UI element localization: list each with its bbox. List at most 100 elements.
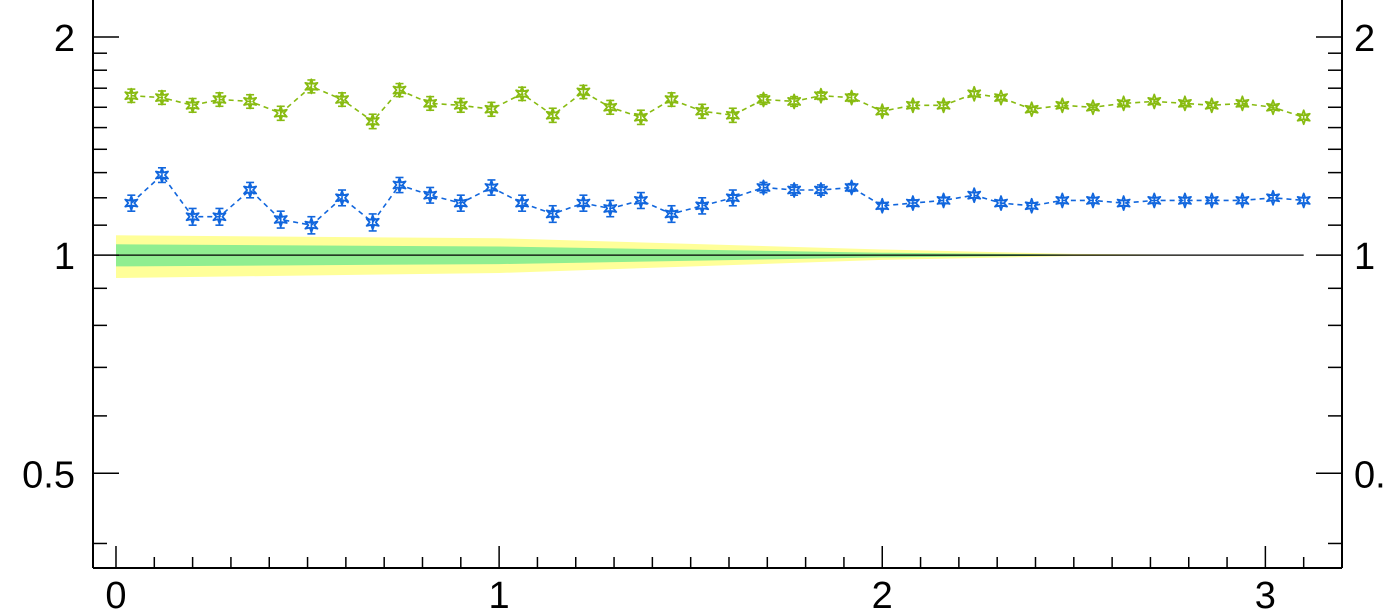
data-point <box>725 107 740 124</box>
y-tick-label-left: 0.5 <box>22 454 75 496</box>
data-point <box>787 182 802 198</box>
uncertainty-bands <box>116 235 1304 278</box>
data-point <box>1235 95 1250 112</box>
data-point <box>243 182 258 198</box>
data-point <box>185 97 200 114</box>
data-point <box>844 89 859 106</box>
data-point <box>695 197 710 214</box>
y-tick-label-right: 1 <box>1354 236 1375 278</box>
data-point <box>633 109 648 126</box>
data-point <box>1086 99 1100 116</box>
data-point <box>1266 189 1280 206</box>
data-point <box>545 107 560 124</box>
series-line-1 <box>130 173 1304 227</box>
data-point <box>212 208 227 225</box>
series-1 <box>124 167 1311 235</box>
data-point <box>1204 192 1219 209</box>
data-point <box>756 179 771 196</box>
data-point <box>1055 97 1070 114</box>
x-tick-label: 3 <box>1255 575 1276 610</box>
series-0 <box>124 78 1311 130</box>
data-point <box>967 187 982 204</box>
data-point <box>936 192 951 209</box>
data-point <box>155 89 169 106</box>
ticks: 0.5 0. 1 1 2 2 0 1 2 3 <box>22 18 1386 610</box>
data-point <box>423 95 438 112</box>
data-point <box>453 195 468 211</box>
data-point <box>1266 99 1280 116</box>
data-point <box>875 103 890 120</box>
x-tick-label: 0 <box>105 575 126 610</box>
data-point <box>905 195 920 211</box>
data-point <box>1296 109 1311 126</box>
data-point <box>633 192 648 209</box>
data-point <box>304 217 319 234</box>
error-bar <box>847 182 856 193</box>
data-point <box>273 105 288 122</box>
data-point <box>545 206 560 222</box>
data-point <box>1055 192 1070 209</box>
data-point <box>1204 97 1219 114</box>
data-point <box>335 91 349 108</box>
error-bar <box>816 91 825 101</box>
data-point <box>423 187 438 204</box>
data-point <box>124 87 139 104</box>
data-point <box>813 182 828 198</box>
data-point <box>756 91 771 108</box>
data-point <box>155 167 169 183</box>
error-bar <box>847 92 856 103</box>
data-point <box>787 93 802 110</box>
data-point <box>1235 192 1250 209</box>
data-point <box>725 189 740 206</box>
data-point <box>453 97 468 114</box>
data-point <box>1024 197 1039 214</box>
data-point <box>335 189 349 206</box>
data-point <box>484 101 499 118</box>
data-point <box>304 78 319 95</box>
data-point <box>875 197 890 214</box>
y-tick-label-right: 0. <box>1354 454 1386 496</box>
data-point <box>994 195 1008 211</box>
data-point <box>484 179 499 196</box>
data-point <box>1147 192 1162 209</box>
data-point <box>212 91 227 108</box>
x-tick-label: 2 <box>872 575 893 610</box>
data-point <box>124 195 139 211</box>
data-point <box>576 84 591 100</box>
y-tick-label-left: 1 <box>54 236 75 278</box>
data-point <box>603 200 618 217</box>
data-point <box>1116 195 1131 211</box>
data-point <box>515 85 530 102</box>
data-point <box>844 179 859 196</box>
data-point <box>576 195 591 211</box>
data-point <box>243 93 258 110</box>
series-layer <box>124 78 1311 235</box>
data-point <box>664 91 679 108</box>
data-point <box>1177 95 1192 112</box>
data-point <box>936 97 951 114</box>
data-point <box>664 206 679 222</box>
data-point <box>695 103 710 120</box>
data-point <box>1086 192 1100 209</box>
data-point <box>1024 101 1039 118</box>
axes <box>92 0 1343 569</box>
data-point <box>994 89 1008 106</box>
data-point <box>365 113 380 130</box>
y-tick-label-right: 2 <box>1354 18 1375 60</box>
data-point <box>813 87 828 104</box>
data-point <box>967 85 982 102</box>
data-point <box>392 82 407 98</box>
data-point <box>905 97 920 114</box>
data-point <box>515 195 530 211</box>
data-point <box>1177 192 1192 209</box>
data-point <box>392 177 407 193</box>
y-tick-label-left: 2 <box>54 18 75 60</box>
data-point <box>1147 93 1162 110</box>
data-point <box>273 211 288 228</box>
data-point <box>365 214 380 231</box>
data-point <box>185 208 200 225</box>
data-point <box>1116 95 1131 112</box>
data-point <box>603 99 618 116</box>
x-tick-label: 1 <box>489 575 510 610</box>
